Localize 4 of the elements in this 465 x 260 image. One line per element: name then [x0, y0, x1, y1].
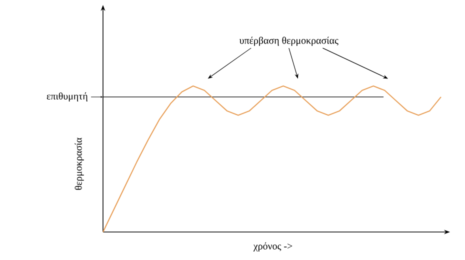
y-axis-title: θερμοκρασία — [74, 138, 84, 190]
x-axis-title: χρόνος -> — [253, 242, 292, 252]
ref-line-label: επιθυμητή — [46, 92, 88, 102]
text: υπέρβαση θερμοκρασίας — [239, 36, 338, 46]
